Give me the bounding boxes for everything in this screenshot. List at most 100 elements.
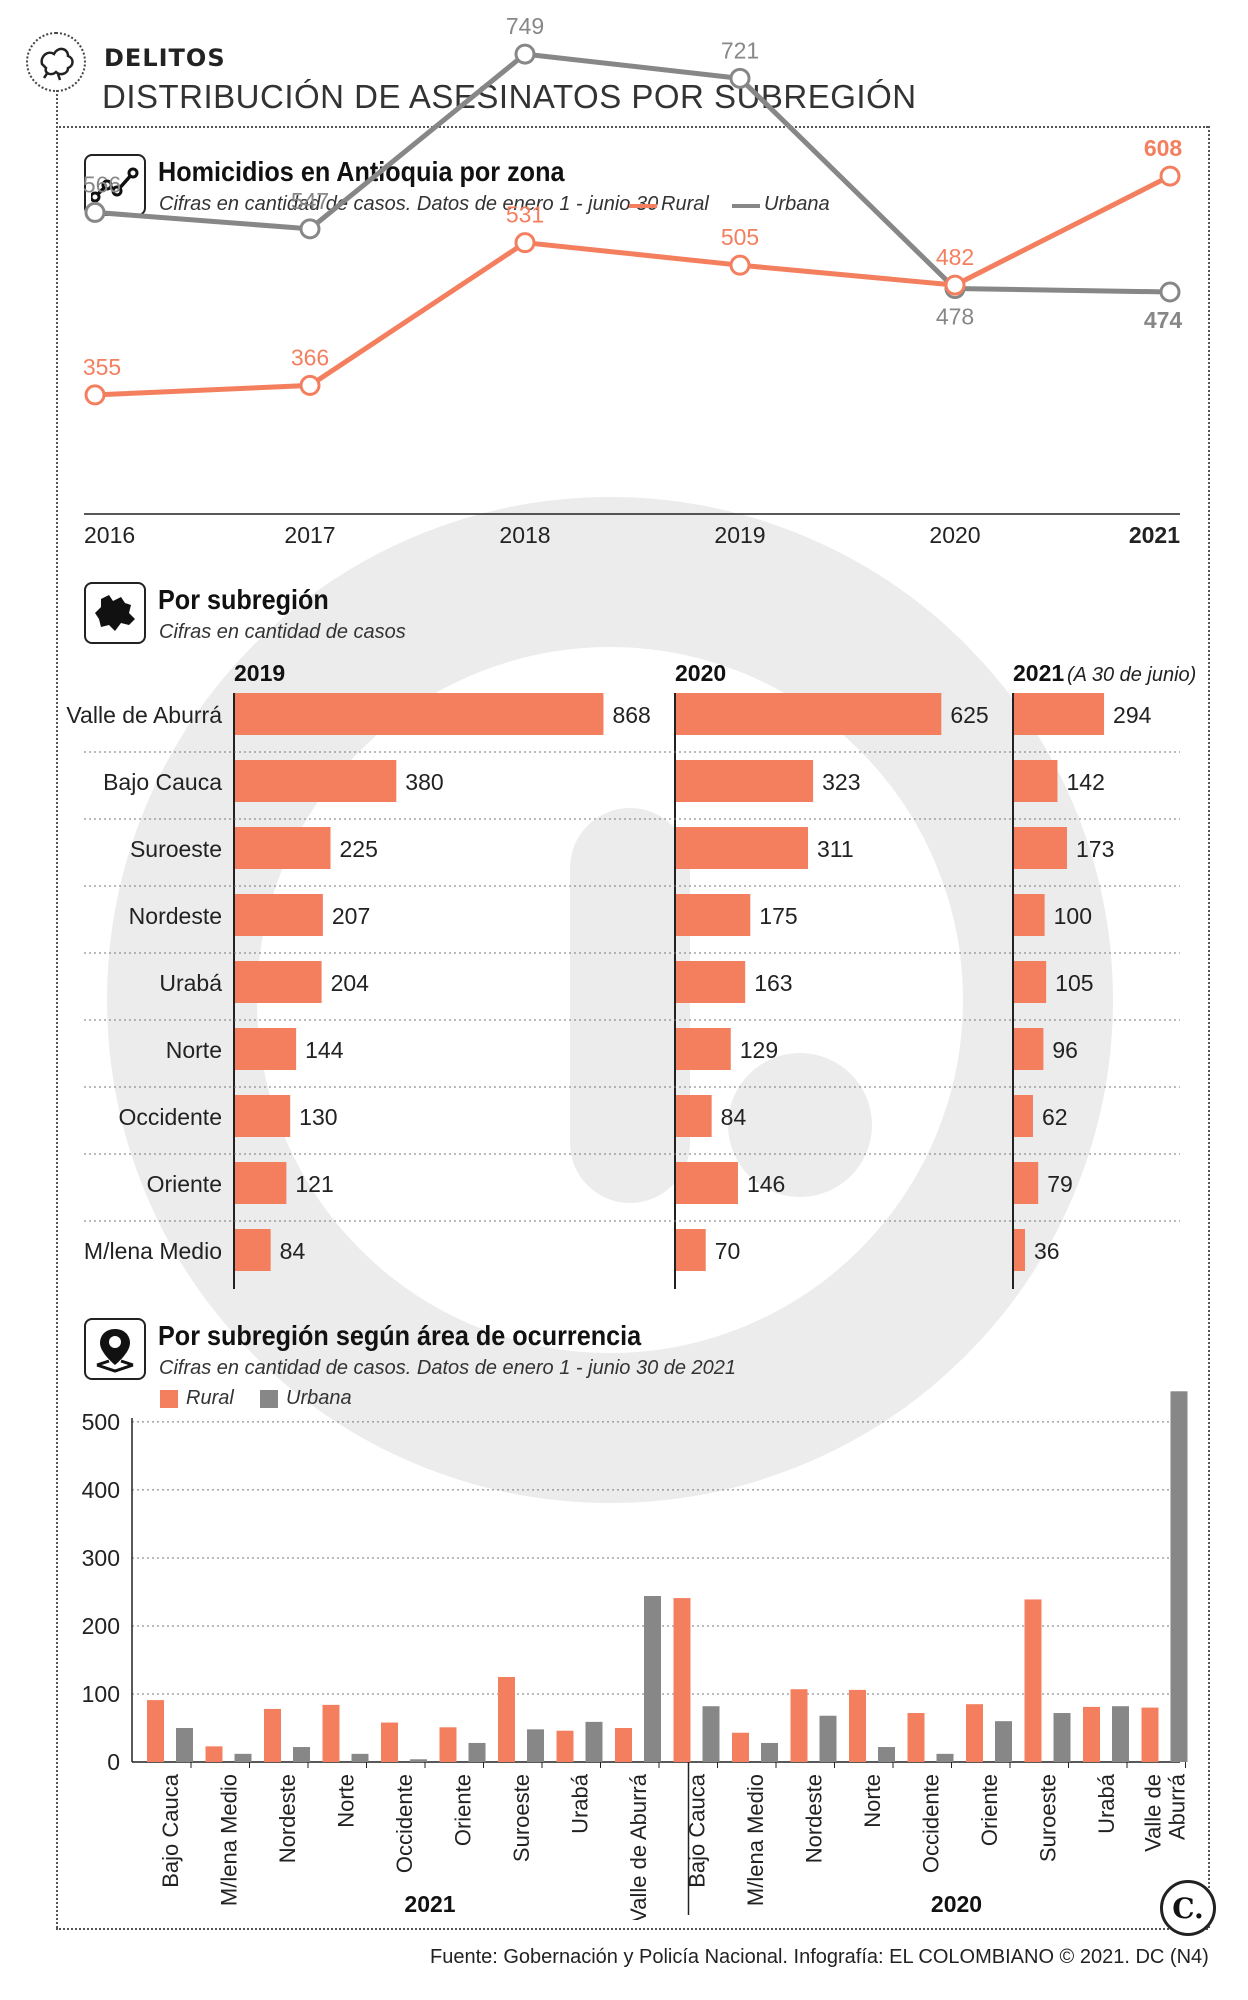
legend3-urbana-swatch	[260, 1390, 278, 1408]
x-category-label: Occidente	[919, 1774, 944, 1873]
bar-2019	[235, 1229, 271, 1271]
section1-subtitle: Cifras en cantidad de casos. Datos de en…	[159, 193, 659, 215]
x-category-label: Aburrá	[1165, 1773, 1190, 1840]
bar-2021	[1014, 1162, 1039, 1204]
data-label-rural: 608	[1144, 135, 1183, 161]
x-category-label: Norte	[860, 1774, 885, 1828]
bar-value-label: 868	[612, 702, 650, 728]
bar-rural	[1024, 1599, 1042, 1762]
x-tick-label: 2018	[499, 522, 550, 548]
x-category-label: Oriente	[451, 1774, 476, 1846]
bar-2021	[1014, 760, 1058, 802]
data-point-rural	[1159, 165, 1181, 187]
source-credit: Fuente: Gobernación y Policía Nacional. …	[430, 1946, 1209, 1968]
bar-value-label: 79	[1047, 1171, 1073, 1197]
bar-rural	[147, 1700, 164, 1762]
legend-urbana-swatch	[732, 204, 760, 208]
y-tick-label: 400	[82, 1477, 120, 1503]
category-label: Suroeste	[130, 836, 222, 862]
bar-urbana	[527, 1729, 544, 1762]
series-line-urbana	[94, 51, 1171, 295]
y-tick-label: 500	[82, 1409, 120, 1435]
data-label-rural: 366	[291, 344, 329, 370]
bar-urbana	[702, 1706, 720, 1762]
category-label: Norte	[166, 1037, 222, 1063]
group-label: 2021	[404, 1891, 455, 1917]
bar-2019	[235, 1095, 291, 1137]
bar-value-label: 62	[1042, 1104, 1068, 1130]
bar-2021	[1014, 827, 1067, 869]
data-label-urbana: 566	[83, 171, 121, 197]
bar-2019	[235, 961, 322, 1003]
page-title: DISTRIBUCIÓN DE ASESINATOS POR SUBREGIÓN	[102, 78, 917, 115]
x-category-label: Occidente	[392, 1774, 417, 1873]
y-tick-label: 300	[82, 1545, 120, 1571]
bar-2019	[235, 760, 397, 802]
bar-2019	[235, 827, 331, 869]
line-chart-icon	[84, 154, 146, 216]
bar-2021	[1014, 961, 1047, 1003]
bar-value-label: 121	[295, 1171, 333, 1197]
category-label: Occidente	[118, 1104, 222, 1130]
bar-rural	[1141, 1707, 1159, 1762]
bar-value-label: 173	[1076, 836, 1114, 862]
bar-2019	[235, 693, 604, 735]
section3-subtitle: Cifras en cantidad de casos. Datos de en…	[159, 1357, 737, 1379]
bar-rural	[732, 1732, 749, 1762]
bar-value-label: 144	[305, 1037, 344, 1063]
kicker-label: DELITOS	[104, 44, 226, 72]
bar-value-label: 175	[759, 903, 797, 929]
bar-rural	[205, 1746, 223, 1762]
bar-urbana	[351, 1753, 369, 1762]
data-point-urbana	[299, 218, 321, 240]
bar-2021	[1014, 1229, 1026, 1271]
bar-rural	[966, 1704, 983, 1762]
bar-rural	[1083, 1706, 1100, 1762]
x-category-label: Bajo Cauca	[158, 1773, 183, 1888]
bar-value-label: 207	[332, 903, 370, 929]
area-bar-chart: 0 100 200 300 400 500 Bajo Cauca M/lena Medio No…	[82, 1391, 1190, 1920]
section2-subtitle: Cifras en cantidad de casos	[159, 621, 406, 643]
location-pin-icon	[84, 1318, 146, 1380]
category-label: Bajo Cauca	[103, 769, 222, 795]
data-point-urbana	[729, 67, 751, 89]
year-header: 2021	[1013, 660, 1064, 686]
x-category-label: Suroeste	[509, 1774, 534, 1862]
data-label-rural: 531	[506, 202, 544, 228]
section2-title: Por subregión	[158, 584, 329, 615]
bar-2021	[1014, 693, 1105, 735]
antioquia-map-icon	[84, 582, 146, 644]
bar-urbana	[176, 1727, 193, 1762]
year-header: 2020	[675, 660, 726, 686]
bar-urbana	[1170, 1391, 1188, 1762]
bar-value-label: 142	[1066, 769, 1104, 795]
frame-bottom	[56, 1928, 1208, 1930]
data-point-rural	[514, 232, 536, 254]
bar-2020	[676, 827, 809, 869]
bar-value-label: 96	[1052, 1037, 1078, 1063]
data-point-urbana	[514, 43, 536, 65]
x-tick-label: 2021	[1129, 522, 1180, 548]
bar-2020	[676, 1095, 712, 1137]
legend-rural-swatch	[629, 204, 657, 208]
year-header-note: (A 30 de junio)	[1067, 664, 1196, 686]
bar-rural	[790, 1689, 808, 1762]
bar-value-label: 380	[405, 769, 443, 795]
bar-2020	[676, 693, 942, 735]
bar-urbana	[234, 1753, 252, 1762]
bar-2019	[235, 1028, 297, 1070]
data-point-rural	[84, 384, 106, 406]
bar-2020	[676, 1028, 731, 1070]
bar-value-label: 100	[1054, 903, 1092, 929]
section3-title: Por subregión según área de ocurrencia	[158, 1320, 642, 1351]
bar-value-label: 163	[754, 970, 792, 996]
y-tick-label: 100	[82, 1681, 120, 1707]
x-category-label: Valle de	[1141, 1774, 1166, 1852]
bar-2019	[235, 1162, 287, 1204]
category-label: Urabá	[159, 970, 222, 996]
bar-urbana	[1112, 1706, 1129, 1762]
data-label-rural: 482	[936, 244, 974, 270]
bar-value-label: 70	[715, 1238, 741, 1264]
year-header: 2019	[234, 660, 285, 686]
bar-2020	[676, 760, 814, 802]
